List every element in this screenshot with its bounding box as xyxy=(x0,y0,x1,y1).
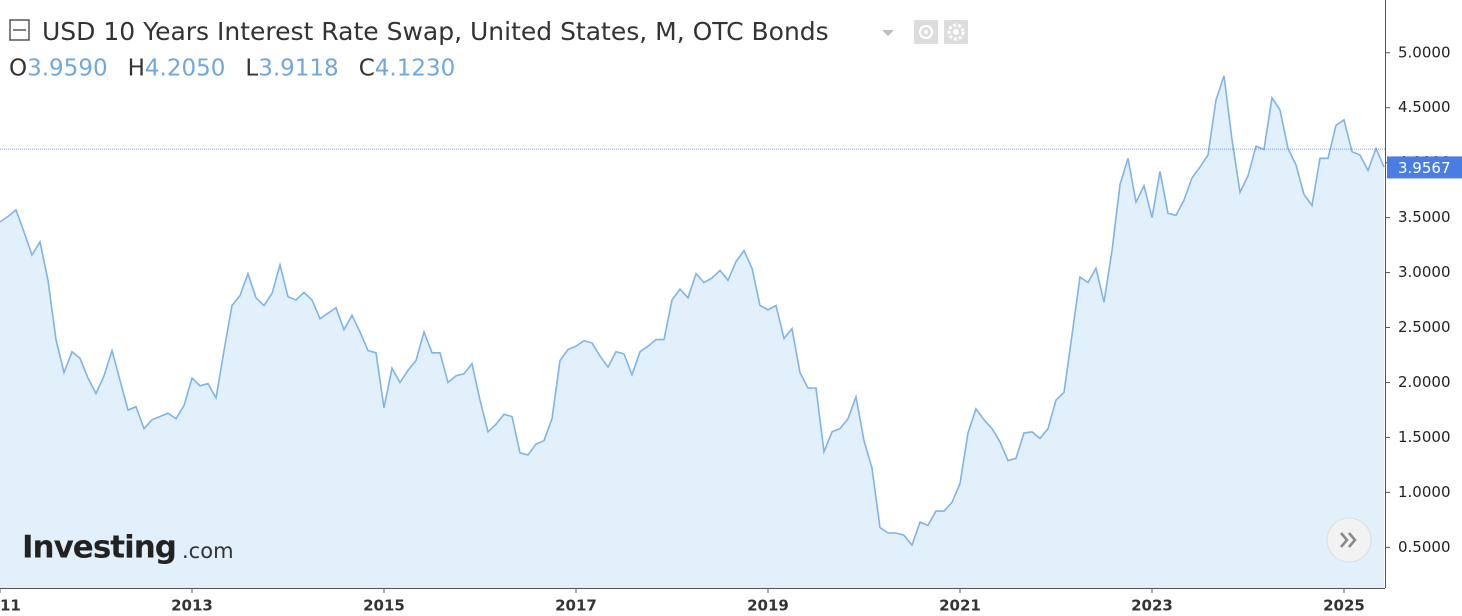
collapse-icon[interactable] xyxy=(9,19,30,41)
visibility-icon[interactable] xyxy=(914,20,938,44)
ohlc-value: 4.2050 xyxy=(145,56,225,82)
y-tick-label: 1.5000 xyxy=(1398,428,1451,446)
ohlc-value: 4.1230 xyxy=(375,56,455,82)
settings-icon[interactable] xyxy=(944,20,968,44)
y-tick-label: 3.0000 xyxy=(1398,263,1451,281)
x-tick-label: 2023 xyxy=(1131,597,1173,615)
ohlc-key: L xyxy=(245,56,258,82)
logo-suffix: .com xyxy=(182,539,234,563)
ohlc-key: H xyxy=(128,56,145,82)
y-tick-label: 0.5000 xyxy=(1398,538,1451,556)
y-tick-label: 1.0000 xyxy=(1398,483,1451,501)
x-tick-label: 2017 xyxy=(555,597,597,615)
ohlc-key: O xyxy=(9,56,27,82)
x-tick-label: 2019 xyxy=(747,597,789,615)
area-fill xyxy=(0,75,1384,589)
x-tick-label: 2013 xyxy=(171,597,213,615)
line xyxy=(0,75,1385,547)
y-tick-label: 5.0000 xyxy=(1398,43,1451,61)
dropdown-arrow[interactable] xyxy=(882,30,894,36)
scroll-button[interactable] xyxy=(1326,517,1372,563)
x-tick-label: 2015 xyxy=(363,597,405,615)
x-tick-label: 2025 xyxy=(1323,597,1365,615)
ohlc-value: 3.9590 xyxy=(27,56,107,82)
logo-brand: Investing xyxy=(22,530,176,566)
ohlc-key: C xyxy=(359,56,375,82)
x-tick-label: 2021 xyxy=(939,597,981,615)
x-tick-label: 2011 xyxy=(0,597,21,615)
ohlc-legend: O 3.9590 H 4.2050 L 3.9118 C 4.1230 xyxy=(9,56,455,82)
y-tick-label: 2.5000 xyxy=(1398,318,1451,336)
ohlc-value: 3.9118 xyxy=(258,56,338,82)
last-price-label: 3.9567 xyxy=(1398,159,1451,177)
y-tick-label: 2.0000 xyxy=(1398,373,1451,391)
chart-title: USD 10 Years Interest Rate Swap, United … xyxy=(42,17,829,46)
y-tick-label: 3.5000 xyxy=(1398,208,1451,226)
y-tick-label: 4.5000 xyxy=(1398,98,1451,116)
last-price-badge xyxy=(1387,156,1462,179)
